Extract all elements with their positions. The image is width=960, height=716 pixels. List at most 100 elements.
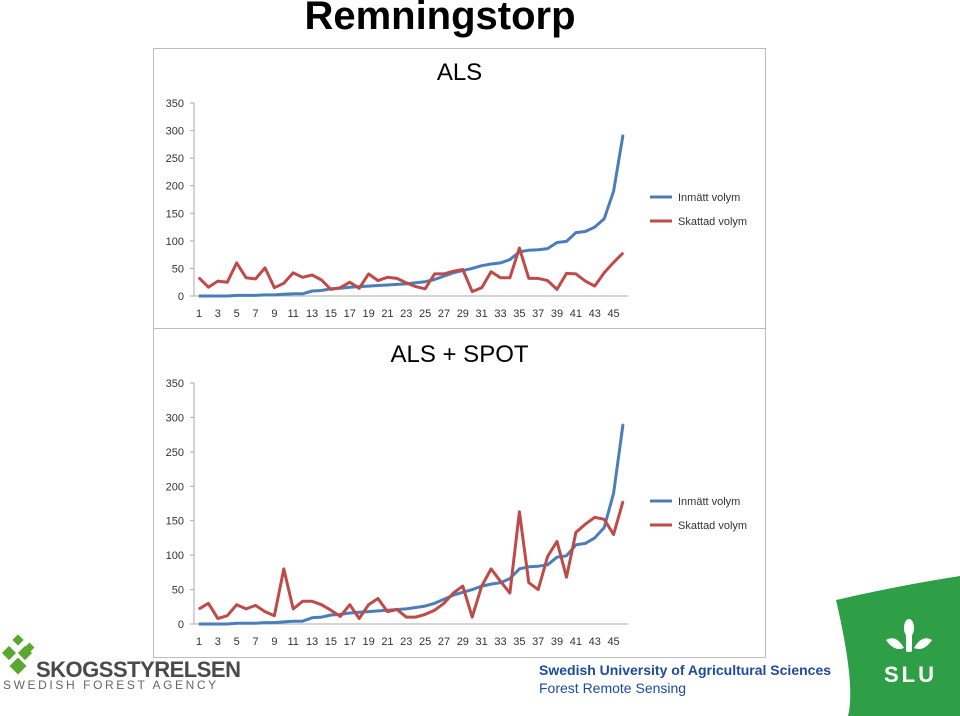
data-point xyxy=(330,614,332,616)
data-point xyxy=(377,610,379,612)
data-point xyxy=(593,285,596,287)
x-tick-label: 43 xyxy=(589,636,601,648)
x-tick-label: 5 xyxy=(234,636,240,648)
y-tick-label: 100 xyxy=(166,236,184,248)
x-tick-label: 15 xyxy=(325,308,337,320)
x-tick-label: 41 xyxy=(570,636,582,648)
data-point xyxy=(546,247,549,250)
data-point xyxy=(254,294,257,297)
data-point xyxy=(264,610,266,613)
data-point xyxy=(339,286,342,289)
data-point xyxy=(254,622,257,625)
data-point xyxy=(273,294,276,296)
data-point xyxy=(349,281,351,283)
data-point xyxy=(546,279,549,282)
data-point xyxy=(452,592,455,594)
slu-department-name: Forest Remote Sensing xyxy=(539,680,687,696)
data-point xyxy=(622,423,624,426)
x-tick-label: 23 xyxy=(400,636,412,648)
data-point xyxy=(226,281,229,283)
legend-label: Skattad volym xyxy=(678,520,747,532)
y-tick-label: 350 xyxy=(166,378,184,390)
data-point xyxy=(443,598,445,600)
x-tick-label: 21 xyxy=(381,308,393,320)
data-point xyxy=(254,604,257,607)
data-point xyxy=(311,617,313,619)
y-tick-label: 50 xyxy=(172,263,184,275)
data-point xyxy=(377,597,379,600)
x-tick-label: 35 xyxy=(513,308,525,320)
x-tick-label: 39 xyxy=(551,636,563,648)
x-tick-label: 25 xyxy=(419,308,431,320)
data-point xyxy=(405,616,408,618)
data-point xyxy=(471,616,474,618)
x-tick-label: 21 xyxy=(381,636,393,648)
data-point xyxy=(499,277,502,279)
data-point xyxy=(226,295,229,297)
data-point xyxy=(509,592,511,594)
data-point xyxy=(565,555,568,557)
data-point xyxy=(283,293,285,296)
data-point xyxy=(612,261,615,264)
data-point xyxy=(292,272,294,274)
x-tick-label: 37 xyxy=(532,636,544,648)
data-point xyxy=(490,568,492,570)
data-point xyxy=(622,500,624,503)
y-tick-label: 200 xyxy=(166,181,184,193)
data-point xyxy=(584,280,587,282)
x-tick-label: 9 xyxy=(271,308,277,320)
data-point xyxy=(556,288,558,291)
x-tick-label: 1 xyxy=(196,636,202,648)
data-point xyxy=(245,608,247,610)
data-point xyxy=(471,290,474,293)
series-line-inmatt-volym xyxy=(199,424,625,626)
data-point xyxy=(556,556,558,558)
data-point xyxy=(443,275,445,277)
skogsstyrelsen-subtitle: SWEDISH FOREST AGENCY xyxy=(3,678,219,692)
data-point xyxy=(217,280,219,282)
x-tick-label: 19 xyxy=(362,308,374,320)
data-point xyxy=(301,600,304,603)
data-point xyxy=(575,231,577,234)
x-tick-label: 25 xyxy=(419,636,431,648)
data-point xyxy=(499,262,502,264)
x-tick-label: 7 xyxy=(252,308,258,320)
data-point xyxy=(556,241,558,244)
data-point xyxy=(264,621,266,624)
y-tick-label: 50 xyxy=(172,585,184,597)
data-point xyxy=(367,285,370,287)
data-point xyxy=(565,272,568,275)
data-point xyxy=(311,600,313,603)
data-point xyxy=(217,617,219,620)
data-point xyxy=(217,295,219,297)
data-point xyxy=(198,623,200,625)
data-point xyxy=(603,526,605,529)
data-point xyxy=(386,276,389,279)
x-tick-label: 15 xyxy=(325,636,337,648)
data-point xyxy=(358,617,360,620)
series-line-skattad-volym xyxy=(197,246,625,294)
data-point xyxy=(320,603,323,606)
data-point xyxy=(414,282,417,284)
data-point xyxy=(273,621,276,624)
data-point xyxy=(396,608,398,611)
x-tick-label: 43 xyxy=(589,308,601,320)
data-point xyxy=(509,277,511,279)
data-point xyxy=(301,293,304,295)
data-point xyxy=(320,616,323,618)
x-tick-label: 39 xyxy=(551,308,563,320)
data-point xyxy=(245,622,247,625)
data-point xyxy=(414,616,417,618)
chart-panel-als: ALS 0 50 100 150 200 250 300 350 1 3 5 7 9 11 13 15 17 19… xyxy=(153,48,766,330)
data-point xyxy=(226,614,229,617)
data-point xyxy=(575,544,577,546)
data-point xyxy=(528,249,530,251)
y-tick-label: 0 xyxy=(178,291,184,303)
data-point xyxy=(367,603,370,606)
data-point xyxy=(320,279,323,281)
data-point xyxy=(593,226,596,228)
x-tick-label: 27 xyxy=(438,636,450,648)
data-point xyxy=(556,540,558,543)
y-tick-label: 300 xyxy=(166,126,184,138)
